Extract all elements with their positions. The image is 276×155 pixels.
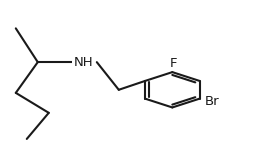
Text: NH: NH — [73, 56, 93, 69]
Text: F: F — [170, 57, 177, 70]
Text: Br: Br — [205, 95, 219, 108]
